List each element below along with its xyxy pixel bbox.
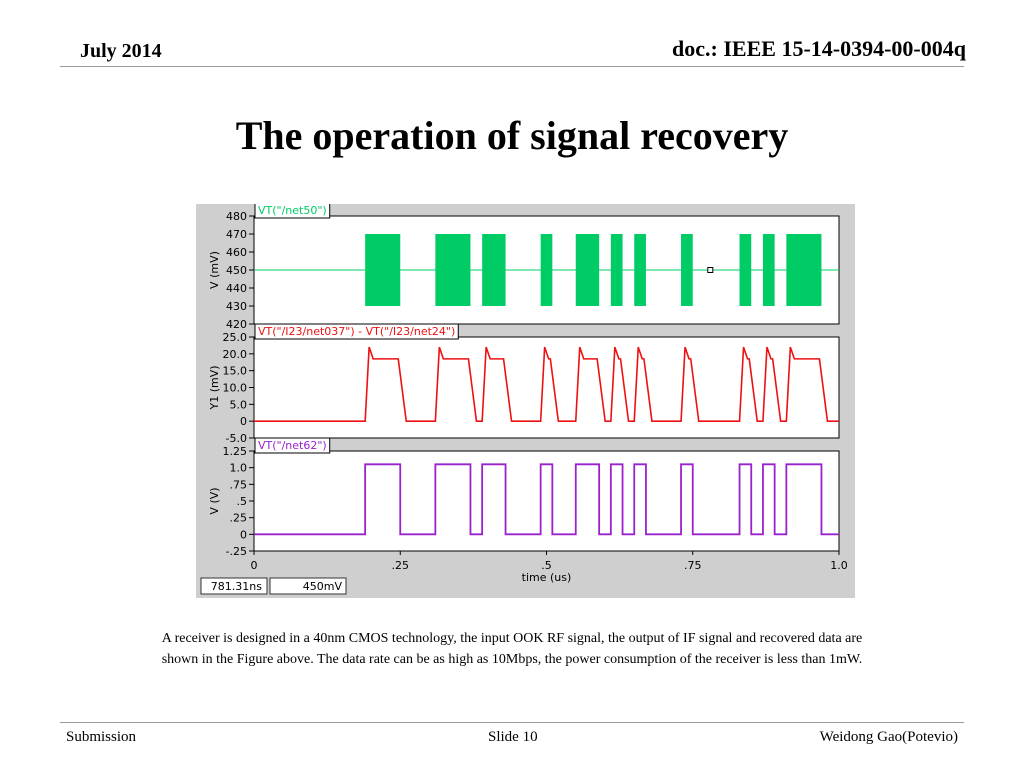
y-axis-label: V (mV)	[208, 251, 221, 289]
rf-burst	[575, 234, 600, 306]
status-time-field	[200, 577, 268, 595]
legend-box	[254, 323, 459, 340]
y-tick-label: 450	[226, 264, 247, 277]
legend-label: VT("/net62")	[258, 439, 327, 452]
y-tick-label: 1.25	[223, 445, 248, 458]
y-axis-label: Y1 (mV)	[208, 365, 221, 410]
y-tick-label: -.25	[226, 545, 247, 558]
x-tick-label: .25	[392, 559, 410, 572]
footer-divider	[60, 722, 964, 723]
header-doc-id: doc.: IEEE 15-14-0394-00-004q	[672, 36, 966, 61]
footer-submission: Submission	[66, 729, 137, 745]
y-axis-label: V (V)	[208, 487, 221, 514]
header-date: July 2014	[80, 40, 162, 62]
legend-label: VT("/net50")	[258, 204, 327, 217]
status-value-value: 450mV	[303, 580, 343, 593]
y-tick-label: 430	[226, 300, 247, 313]
y-tick-label: 0	[240, 415, 247, 428]
slide-title: The operation of signal recovery	[235, 113, 789, 158]
y-tick-label: .75	[230, 478, 248, 491]
x-tick-label: 0	[251, 559, 258, 572]
rf-burst	[634, 234, 646, 306]
y-tick-label: 420	[226, 318, 247, 331]
rf-burst	[762, 234, 775, 306]
if-signal-line	[254, 346, 839, 422]
slide-caption: A receiver is designed in a 40nm CMOS te…	[161, 631, 863, 667]
x-axis-label: time (us)	[522, 571, 572, 584]
y-tick-label: .25	[230, 512, 248, 525]
legend-box	[254, 437, 331, 454]
y-tick-label: -5.0	[226, 432, 247, 445]
y-tick-label: 15.0	[223, 365, 248, 378]
x-tick-label: .75	[684, 559, 702, 572]
y-tick-label: 20.0	[223, 348, 248, 361]
rf-burst	[610, 234, 623, 306]
y-tick-label: 470	[226, 228, 247, 241]
rf-burst	[786, 234, 822, 306]
x-tick-label: 1.0	[830, 559, 848, 572]
footer-slide-number: Slide 10	[488, 729, 538, 745]
y-tick-label: .5	[237, 495, 248, 508]
x-tick-label: .5	[541, 559, 552, 572]
rf-burst	[482, 234, 506, 306]
y-tick-label: 460	[226, 246, 247, 259]
header-divider	[60, 66, 964, 67]
legend-label: VT("/I23/net037") - VT("/I23/net24")	[258, 325, 455, 338]
waveform-chart: 480 470 460 450 440 430 420 V (mV) VT("/net50") 2…	[196, 204, 855, 598]
status-value-field	[269, 577, 347, 595]
legend-box	[254, 204, 331, 219]
y-tick-label: 25.0	[223, 331, 248, 344]
waveform-viewer: 480 470 460 450 440 430 420 V (mV) VT("/net50") 2…	[196, 204, 855, 598]
data-signal-line	[254, 463, 839, 536]
rf-burst	[681, 234, 693, 306]
y-tick-label: 440	[226, 282, 247, 295]
y-tick-label: 480	[226, 210, 247, 223]
rf-burst	[365, 234, 401, 306]
rf-burst	[540, 234, 553, 306]
status-time-value: 781.31ns	[211, 580, 262, 593]
cursor-marker	[707, 267, 714, 273]
rf-burst	[435, 234, 471, 306]
y-tick-label: 5.0	[230, 398, 248, 411]
footer-author: Weidong Gao(Potevio)	[819, 729, 958, 745]
y-tick-label: 10.0	[223, 382, 248, 395]
y-tick-label: 0	[240, 528, 247, 541]
y-tick-label: 1.0	[230, 462, 248, 475]
rf-burst	[739, 234, 752, 306]
